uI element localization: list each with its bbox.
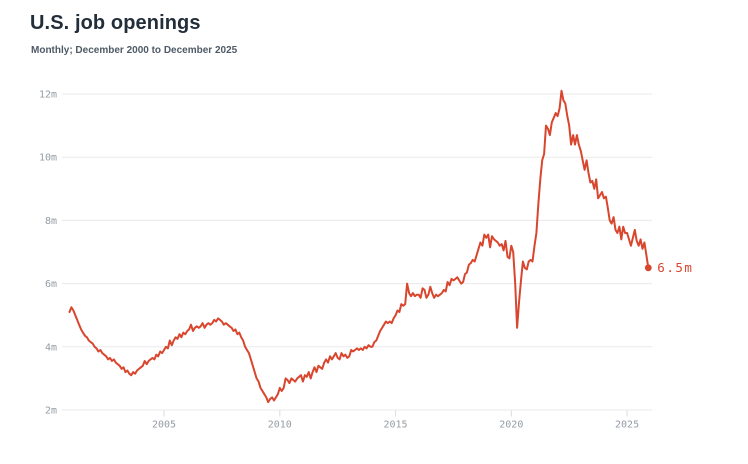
end-value-label: 6.5m — [657, 260, 693, 275]
y-axis-tick-label: 12m — [39, 90, 57, 101]
end-point-dot — [644, 264, 652, 272]
x-axis-tick-label: 2015 — [384, 420, 408, 431]
series-line — [68, 89, 650, 404]
x-axis-tick-label: 2025 — [615, 420, 639, 431]
x-axis-tick-label: 2010 — [268, 420, 292, 431]
x-axis-tick-label: 2020 — [499, 420, 523, 431]
y-axis-tick-label: 4m — [45, 342, 57, 353]
y-axis-tick-label: 8m — [45, 216, 57, 227]
chart-header: U.S. job openings Monthly; December 2000… — [30, 12, 237, 56]
x-axis-tick-label: 2005 — [152, 420, 176, 431]
y-axis-tick-label: 10m — [39, 153, 57, 164]
y-axis-tick-label: 2m — [45, 406, 57, 417]
y-axis-tick-label: 6m — [45, 279, 57, 290]
page-title: U.S. job openings — [30, 12, 201, 34]
chart-subtitle: Monthly; December 2000 to December 2025 — [31, 45, 238, 56]
